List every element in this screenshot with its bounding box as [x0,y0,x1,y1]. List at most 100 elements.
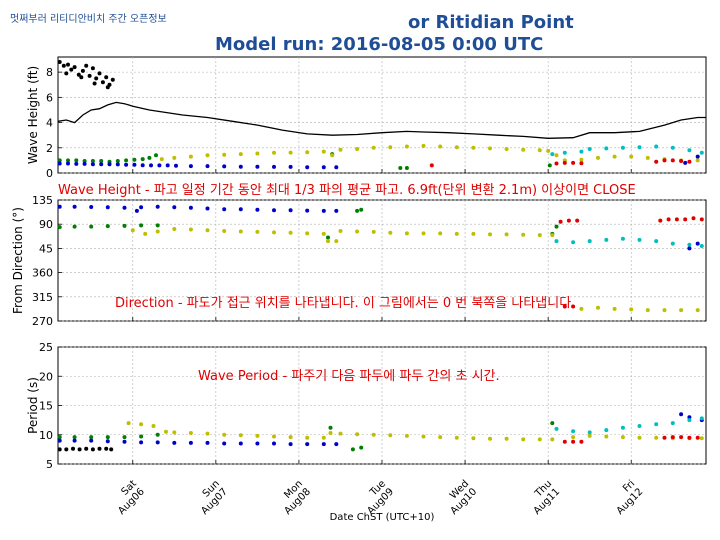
data-point [554,239,559,244]
data-point [550,421,555,426]
data-point [140,163,145,168]
data-point [143,231,148,236]
y-axis-label: Wave Height (ft) [26,66,40,164]
data-point [579,149,584,154]
data-point [305,442,310,447]
data-point [429,163,434,168]
data-point [438,231,443,236]
data-point [90,162,95,167]
data-point [620,435,625,440]
data-point [57,438,62,443]
data-point [74,161,79,166]
data-point [355,147,360,151]
data-point [305,231,310,236]
data-point [562,304,567,309]
data-point [122,205,127,210]
data-point [172,430,177,435]
data-point [82,159,87,163]
data-point [155,223,160,228]
data-point [388,433,393,438]
data-point [77,447,82,452]
data-point [222,432,227,437]
data-point [687,246,692,251]
data-point [99,162,104,167]
chart-title-line1: or Ritidian Point [408,12,574,33]
data-point [637,435,642,440]
data-point [147,155,152,160]
data-point [596,305,600,310]
data-point [546,148,551,153]
y-tick-label: 4 [46,117,53,130]
data-point [66,158,70,163]
data-point [604,434,609,439]
data-point [587,147,592,151]
y-tick-label: 25 [39,341,53,354]
data-point [72,438,77,443]
data-point [205,228,210,233]
data-point [554,153,559,158]
data-point [321,208,326,213]
data-point [87,73,92,78]
data-point [105,435,110,440]
data-point [338,229,343,233]
data-point [687,418,692,423]
panel-annotation: Wave Period - 파주기 다음 파두에 파두 간의 초 시간. [198,369,500,384]
y-axis-label: Period (s) [26,377,40,434]
data-point [662,158,667,163]
data-point [139,434,144,439]
data-point [488,146,492,151]
data-point [554,426,559,431]
data-point [554,224,559,229]
series-line [57,101,706,139]
data-point [305,150,310,155]
data-point [620,425,625,430]
data-point [64,447,69,452]
data-point [562,150,567,155]
data-point [188,227,193,232]
data-point [272,150,276,155]
data-point [695,435,700,440]
data-point [587,430,592,435]
data-point [404,166,409,170]
data-point [421,434,426,439]
data-point [699,217,704,222]
data-point [537,437,542,442]
data-point [687,415,692,420]
data-point [670,158,675,163]
data-point [188,440,193,445]
data-point [328,425,333,430]
data-point [612,306,617,311]
data-point [97,71,102,76]
data-point [139,440,144,445]
data-point [82,161,87,166]
data-point [321,442,326,447]
data-point [521,147,526,152]
data-point [92,81,97,86]
data-point [579,161,584,166]
data-point [122,439,127,444]
data-point [679,435,684,440]
x-axis-label: Date ChST (UTC+10) [330,512,435,523]
y-tick-label: 0 [46,167,53,180]
data-point [571,160,576,165]
data-point [238,441,243,446]
data-point [238,152,243,157]
data-point [359,207,364,212]
data-point [321,231,326,236]
data-point [122,223,127,228]
data-point [107,162,112,167]
data-point [57,204,62,209]
data-point [550,233,555,238]
period-panel: 5 10 15 20 25 Period (s) Wave Period - 파주기 다음 … [26,341,707,517]
data-point [604,428,609,433]
data-point [359,445,364,450]
data-point [695,154,700,159]
data-point [637,145,642,150]
data-point [350,447,355,452]
data-point [388,145,393,150]
data-point [645,308,650,313]
y-tick-label: 6 [46,91,53,104]
y-tick-label: 8 [46,66,53,79]
data-point [637,424,642,428]
data-point [334,165,339,170]
